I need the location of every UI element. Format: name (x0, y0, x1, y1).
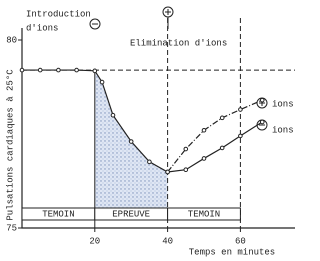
x-tick-label: 60 (235, 236, 246, 246)
data-point (238, 133, 243, 139)
data-point (74, 67, 79, 73)
data-point (147, 159, 152, 165)
annotation: Elimination d'ions (130, 38, 227, 48)
data-point (238, 107, 243, 112)
data-point (56, 67, 61, 73)
data-point (259, 119, 265, 125)
data-point (165, 169, 170, 175)
data-point (183, 146, 189, 152)
data-point (201, 156, 207, 161)
minus-symbol (89, 18, 101, 30)
data-point (99, 79, 105, 85)
x-tick-label: 40 (162, 236, 173, 246)
data-point (219, 115, 225, 121)
data-point (201, 127, 207, 133)
data-point (110, 112, 116, 118)
phase-box (167, 207, 241, 221)
y-axis-label: Pulsations cardiaques à 25°C (5, 69, 15, 221)
chart: Introduction d'ions Elimination d'ions P… (5, 6, 295, 257)
data-point (259, 97, 265, 103)
annotation: d'ions (26, 23, 58, 33)
data-point (19, 67, 25, 73)
x-tick-label: 20 (89, 236, 100, 246)
data-point (183, 167, 189, 173)
x-axis-label: Temps en minutes (189, 247, 275, 257)
phase-label: TEMOIN (188, 209, 220, 219)
annotation: Introduction (26, 9, 91, 19)
legend-label: ions (272, 99, 294, 109)
data-point (219, 145, 225, 151)
data-point (92, 68, 98, 74)
data-point (37, 67, 43, 73)
phase-label: EPREUVE (112, 209, 150, 219)
series-line (167, 99, 263, 173)
data-point (128, 139, 134, 144)
legend-label: ions (272, 125, 294, 135)
phase-label: TEMOIN (42, 209, 74, 219)
y-tick-label: 80 (6, 35, 17, 45)
y-tick-label: 75 (6, 223, 17, 233)
shaded-area (94, 70, 168, 208)
